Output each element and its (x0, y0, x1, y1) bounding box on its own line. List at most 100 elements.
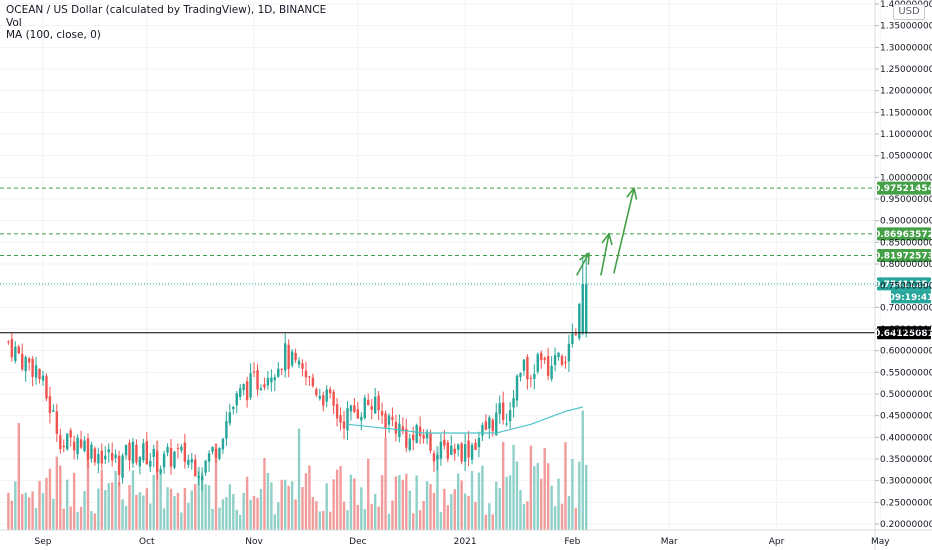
candle-body (488, 417, 491, 429)
candle-body (522, 359, 526, 371)
target-arrow-1-head (579, 252, 590, 265)
time-tick-label: Oct (139, 537, 155, 547)
candle-body (349, 405, 353, 412)
candle-body (457, 444, 460, 450)
volume-bar (585, 464, 588, 530)
volume-bar (45, 477, 48, 530)
candle-body (360, 416, 363, 421)
candle-body (373, 396, 377, 414)
candle-body (194, 459, 197, 477)
candle-body (519, 373, 522, 377)
volume-bar (245, 476, 249, 530)
price-tick-label: 0.85000000 (880, 238, 932, 248)
volume-bar (66, 479, 69, 530)
volume-bar (346, 510, 349, 530)
volume-bar (519, 490, 522, 530)
candle-body (138, 456, 142, 467)
volume-bar (41, 493, 45, 530)
candle-body (187, 459, 190, 465)
volume-bar (405, 473, 408, 530)
currency-button[interactable]: USD (893, 4, 925, 20)
candle-body (72, 441, 76, 451)
volume-bar (488, 503, 491, 530)
candle-body (353, 405, 356, 413)
volume-bar (62, 508, 65, 530)
candle-body (221, 438, 225, 450)
volume-bar (322, 511, 325, 530)
level-tag-label-support: 0.64125081 (874, 329, 932, 339)
target-arrow-2-head (601, 232, 613, 246)
candle-body (242, 383, 245, 390)
candle-body (543, 357, 546, 360)
candle-body (263, 384, 266, 388)
candle-body (571, 333, 574, 345)
candle-body (55, 411, 59, 434)
volume-bar (571, 458, 574, 530)
volume-bar (93, 513, 97, 530)
volume-bar (429, 484, 432, 530)
candle-body (311, 377, 315, 387)
volume-bar (194, 484, 197, 530)
volume-bar (328, 511, 332, 530)
candle-body (412, 434, 415, 441)
volume-bar (439, 512, 443, 530)
candle-body (62, 445, 65, 448)
candle-body (10, 338, 14, 358)
candle-body (107, 449, 110, 453)
volume-bar (27, 497, 31, 530)
volume-bar (69, 506, 72, 530)
candle-body (7, 341, 10, 343)
time-tick-label: 2021 (454, 537, 477, 547)
candle-body (252, 371, 256, 373)
candle-body (297, 360, 301, 365)
volume-bar (401, 479, 405, 530)
time-tick-label: Feb (564, 537, 580, 547)
volume-bar (533, 466, 536, 530)
candle-body (481, 425, 484, 436)
volume-bar (578, 461, 581, 530)
candle-body (422, 434, 425, 439)
time-tick-label: Dec (349, 537, 366, 547)
volume-bar (415, 475, 418, 530)
volume-bar (24, 492, 27, 530)
volume-bar (394, 476, 398, 530)
candle-body (501, 402, 505, 420)
candle-body (370, 406, 373, 410)
volume-bar (169, 488, 173, 530)
price-tick-label: 1.15000000 (880, 108, 932, 118)
candle-body (239, 388, 242, 397)
volume-bar (34, 508, 38, 530)
volume-bar (190, 490, 193, 530)
volume-bar (107, 483, 110, 530)
candle-body (38, 368, 41, 380)
volume-bar (446, 505, 450, 530)
volume-bar (97, 488, 100, 530)
candle-body (284, 343, 287, 371)
candle-body (48, 396, 52, 413)
candle-body (266, 378, 270, 386)
candle-body (31, 358, 34, 377)
level-tag-label-target-3: 0.97521454 (874, 184, 932, 194)
candle-body (225, 421, 228, 439)
volume-bar (221, 499, 225, 530)
volume-bar (52, 498, 55, 530)
volume-bar (304, 473, 308, 530)
candle-body (76, 437, 79, 455)
candle-body (446, 442, 450, 459)
candle-body (249, 373, 252, 398)
candle-body (498, 403, 501, 414)
level-tag-label-target-2: 0.86963572 (874, 230, 932, 240)
price-tick-label: 1.30000000 (880, 43, 932, 53)
candle-body (508, 410, 512, 422)
candle-body (204, 460, 207, 473)
countdown-label: 09:19:41 (889, 293, 932, 303)
ma-line (347, 406, 583, 434)
volume-bar (86, 453, 90, 530)
volume-bar (138, 492, 142, 530)
volume-bar (380, 475, 384, 530)
candle-body (287, 344, 290, 369)
price-tick-label: 0.75000000 (880, 282, 932, 292)
candle-body (173, 451, 176, 468)
candle-body (585, 283, 588, 334)
